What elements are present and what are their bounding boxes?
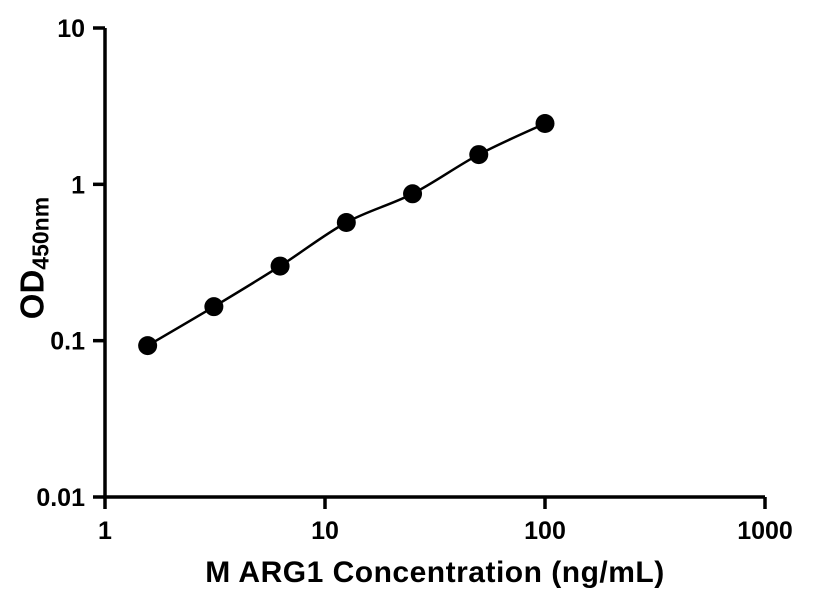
data-point-marker [204, 297, 224, 317]
data-point-marker [535, 113, 555, 133]
x-tick-label: 1000 [737, 517, 793, 545]
x-axis-title: M ARG1 Concentration (ng/mL) [205, 556, 665, 589]
x-tick-label: 100 [524, 517, 566, 545]
data-point-marker [138, 336, 158, 356]
data-point-marker [270, 256, 290, 276]
y-axis-title-main: OD [13, 269, 51, 320]
x-tick-label: 10 [311, 517, 339, 545]
data-point-marker [336, 212, 356, 232]
y-tick-label: 0.1 [50, 328, 85, 356]
data-point-marker [469, 145, 489, 165]
data-point-marker [403, 184, 423, 204]
y-tick-label: 0.01 [36, 484, 85, 512]
y-axis-title-subscript: 450nm [27, 196, 54, 270]
axis-lines [103, 28, 765, 499]
y-tick-label: 10 [57, 15, 85, 43]
y-tick-label: 1 [71, 171, 85, 199]
x-tick-label: 1 [98, 517, 112, 545]
